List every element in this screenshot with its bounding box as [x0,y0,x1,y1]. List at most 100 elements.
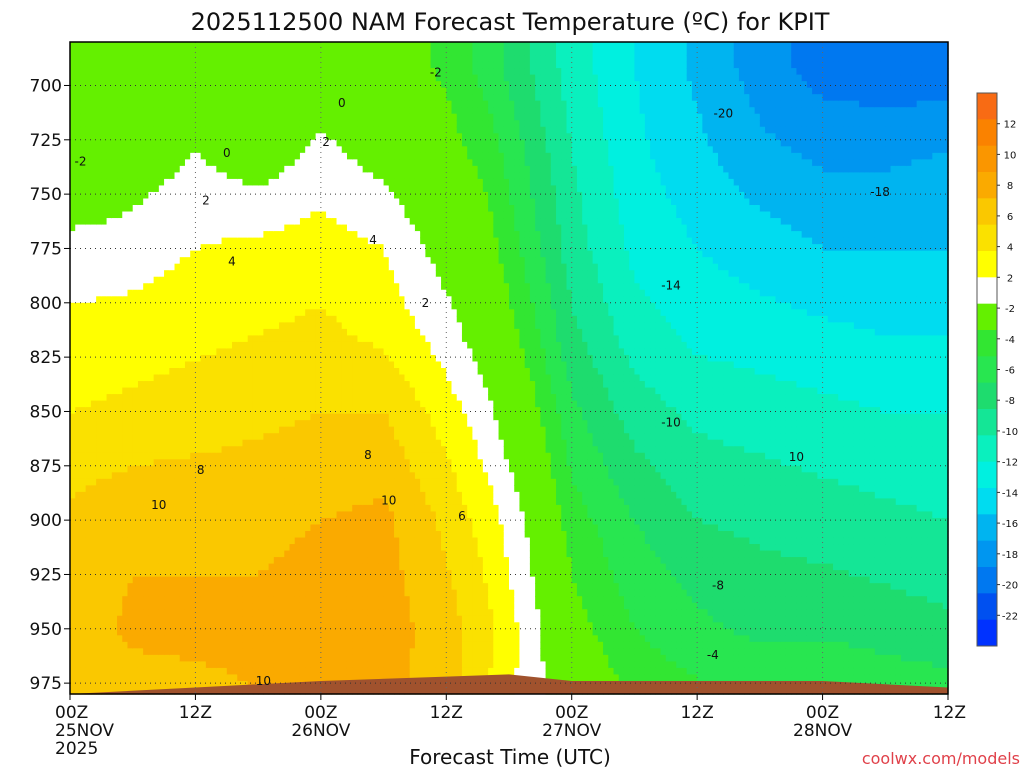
temp-cell [221,589,228,597]
temp-cell [279,465,285,473]
temp-cell [279,654,285,662]
temp-cell [111,276,118,284]
temp-cell [226,654,233,662]
temp-cell [284,498,291,506]
temp-cell [143,368,149,376]
temp-cell [75,55,82,63]
temp-cell [143,61,149,69]
temp-cell [85,354,92,363]
temp-cell [252,544,259,552]
temp-cell [320,537,327,545]
temp-cell [164,205,170,213]
temp-cell [195,433,202,441]
temp-cell [158,563,165,571]
temp-cell [310,524,317,532]
temp-cell [106,152,113,160]
temp-cell [263,544,270,552]
temp-cell [96,87,102,95]
temp-cell [164,667,170,676]
temp-cell [247,576,254,584]
temp-cell [169,126,176,134]
temp-cell [111,557,118,565]
temp-cell [101,139,108,147]
temp-cell [137,361,144,369]
temp-cell [279,191,285,200]
temp-cell [190,628,197,636]
temp-cell [127,263,134,271]
temp-cell [85,335,92,343]
temp-cell [122,159,129,167]
temp-cell [237,348,244,356]
temp-cell [148,635,155,643]
temp-cell [184,674,191,682]
temp-cell [221,576,228,584]
temp-cell [221,178,228,187]
temp-cell [263,133,270,141]
temp-cell [326,628,332,636]
temp-cell [158,224,165,232]
temp-cell [195,511,202,519]
temp-cell [132,211,139,219]
temp-cell [127,87,134,95]
temp-cell [111,172,118,180]
temp-cell [242,94,249,102]
temp-cell [205,361,212,369]
temp-cell [299,270,306,278]
temp-cell [70,517,76,526]
temp-cell [299,420,306,428]
temp-cell [106,61,113,69]
temp-cell [132,680,139,689]
temp-cell [85,146,92,154]
temp-cell [237,165,244,173]
temp-cell [268,165,275,173]
temp-cell [158,491,165,499]
temp-cell [179,113,186,121]
temp-cell [174,563,181,571]
temp-cell [252,185,259,193]
temp-cell [247,504,254,513]
temp-cell [326,583,332,591]
temp-cell [158,609,165,617]
temp-cell [153,94,160,102]
temp-cell [211,120,217,128]
temp-cell [80,589,87,597]
temp-cell [80,583,87,591]
temp-cell [294,550,301,558]
temp-cell [305,420,312,428]
temp-cell [80,661,87,669]
temp-cell [132,517,139,526]
temp-cell [211,198,217,206]
temp-cell [305,126,312,134]
temp-cell [221,420,228,428]
temp-cell [268,146,275,154]
temp-cell [101,289,108,297]
temp-cell [252,289,259,297]
temp-cell [279,126,285,134]
temp-cell [200,680,207,689]
temp-cell [106,146,113,154]
temp-cell [326,178,332,187]
temp-cell [268,133,275,141]
temp-cell [310,322,317,330]
temp-cell [237,680,244,689]
temp-cell [305,152,312,160]
temp-cell [190,557,197,565]
temp-cell [132,563,139,571]
temp-cell [70,426,76,434]
temp-cell [158,198,165,206]
temp-cell [101,381,108,389]
temp-cell [169,146,176,154]
temp-cell [96,74,102,82]
temp-cell [221,113,228,121]
temp-cell [101,550,108,558]
temp-cell [169,133,176,141]
temp-cell [153,511,160,519]
temp-cell [184,244,191,252]
temp-cell [221,257,228,265]
temp-cell [247,159,254,167]
temp-cell [242,446,249,454]
temp-cell [101,48,108,56]
temp-cell [169,354,176,363]
temp-cell [247,478,254,486]
temp-cell [195,504,202,513]
